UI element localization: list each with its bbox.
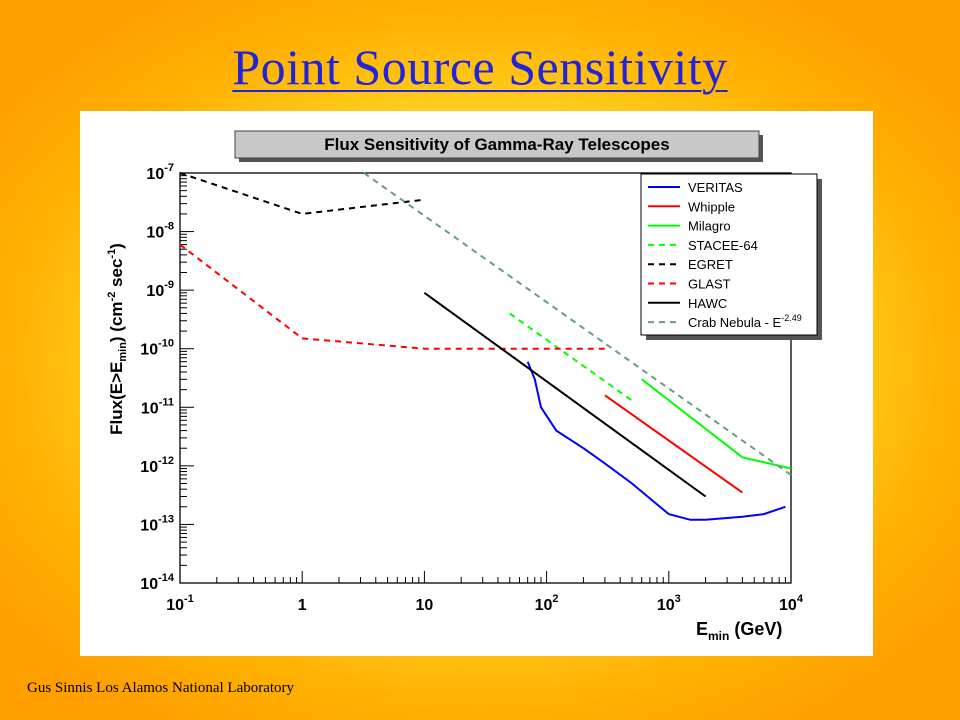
- y-tick-label: 10-8: [146, 221, 174, 242]
- series-line-whipple: [604, 394, 743, 494]
- x-axis-label: Emin (GeV): [696, 619, 782, 643]
- series-line-hawc: [423, 291, 707, 498]
- y-tick-label: 10-9: [146, 279, 174, 300]
- sensitivity-chart: Flux Sensitivity of Gamma-Ray Telescopes…: [106, 130, 822, 643]
- y-axis-label: Flux(E>Emin) (cm-2 sec-1): [106, 243, 129, 435]
- legend-label-whipple: Whipple: [688, 199, 735, 214]
- y-tick-label: 10-13: [140, 513, 174, 534]
- x-tick-label: 104: [779, 593, 804, 614]
- legend-label-crab-nebula-e: Crab Nebula - E-2.49: [688, 313, 802, 330]
- y-tick-label: 10-11: [141, 396, 174, 417]
- svg-text:Emin (GeV): Emin (GeV): [696, 619, 782, 643]
- legend-box: [640, 173, 818, 336]
- y-tick-label: 10-14: [140, 572, 175, 593]
- chart-panel: Flux Sensitivity of Gamma-Ray Telescopes…: [80, 111, 873, 656]
- series-line-egret: [179, 172, 425, 215]
- series-line-glast: [179, 243, 605, 350]
- y-tick-label: 10-10: [140, 338, 174, 359]
- series-line-stacee-64: [509, 312, 633, 402]
- x-tick-label: 102: [535, 593, 559, 614]
- slide-title: Point Source Sensitivity: [232, 39, 728, 95]
- legend-label-hawc: HAWC: [688, 296, 727, 311]
- series-line-milagro: [641, 378, 792, 470]
- x-tick-label: 1: [298, 597, 307, 614]
- legend-label-glast: GLAST: [688, 277, 731, 292]
- svg-text:Flux(E>Emin) (cm-2 sec-1): Flux(E>Emin) (cm-2 sec-1): [106, 243, 129, 435]
- x-tick-label: 10: [416, 597, 434, 614]
- x-tick-label: 10-1: [166, 593, 194, 614]
- y-tick-label: 10-7: [146, 162, 174, 183]
- footer-credit: Gus Sinnis Los Alamos National Laborator…: [27, 680, 295, 696]
- legend-label-veritas: VERITAS: [688, 180, 743, 195]
- x-tick-label: 103: [657, 593, 681, 614]
- legend: VERITAS Whipple Milagro STACEE-64 EGRET GLAST…: [640, 173, 822, 340]
- legend-label-egret: EGRET: [688, 257, 733, 272]
- plot-frame: [179, 172, 792, 584]
- chart-title-box: [234, 130, 760, 159]
- legend-label-milagro: Milagro: [688, 219, 731, 234]
- y-tick-label: 10-12: [140, 455, 174, 476]
- legend-label-stacee-64: STACEE-64: [688, 238, 758, 253]
- series-line-veritas: [526, 361, 786, 521]
- chart-title: Flux Sensitivity of Gamma-Ray Telescopes: [324, 135, 669, 154]
